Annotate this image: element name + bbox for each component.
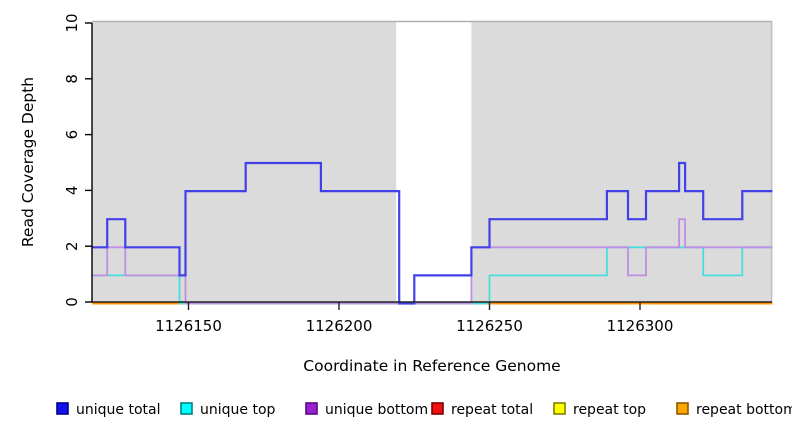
x-tick-label: 1126200	[306, 317, 373, 335]
legend: unique total unique top unique bottom re…	[56, 402, 792, 418]
unique-top-swatch-icon	[180, 402, 193, 415]
background-region	[92, 22, 397, 302]
series-layer	[92, 161, 773, 305]
legend-item-repeat-bottom: repeat bottom	[676, 402, 792, 418]
repeat-top-swatch-icon	[553, 402, 566, 415]
y-axis-ticks: 0 2 4 6 8 10	[63, 13, 92, 307]
legend-label: repeat total	[451, 402, 533, 418]
y-tick-label: 8	[63, 74, 81, 84]
unique-bottom-swatch-icon	[305, 402, 318, 415]
legend-label: unique total	[76, 402, 160, 418]
y-tick-label: 2	[63, 241, 81, 251]
series-unique-total	[92, 161, 773, 305]
x-tick-label: 1126300	[607, 317, 674, 335]
y-axis-title: Read Coverage Depth	[19, 77, 37, 247]
legend-label: repeat bottom	[696, 402, 792, 418]
legend-label: unique top	[200, 402, 276, 418]
background-region	[471, 22, 773, 302]
y-tick-label: 10	[63, 13, 81, 32]
y-tick-label: 0	[63, 297, 81, 307]
legend-item-unique-top: unique top	[180, 402, 276, 418]
x-tick-label: 1126150	[155, 317, 222, 335]
background-regions	[92, 22, 773, 302]
legend-label: repeat top	[573, 402, 646, 418]
repeat-bottom-swatch-icon	[676, 402, 689, 415]
series-unique-bottom	[92, 218, 773, 305]
x-tick-label: 1126250	[456, 317, 523, 335]
legend-label: unique bottom	[325, 402, 428, 418]
series-unique-top	[92, 246, 773, 305]
legend-item-unique-bottom: unique bottom	[305, 402, 428, 418]
unique-total-swatch-icon	[56, 402, 69, 415]
legend-item-unique-total: unique total	[56, 402, 160, 418]
x-axis-ticks: 1126150 1126200 1126250 1126300	[155, 302, 673, 335]
repeat-total-swatch-icon	[431, 402, 444, 415]
y-tick-label: 6	[63, 130, 81, 140]
legend-item-repeat-total: repeat total	[431, 402, 533, 418]
y-tick-label: 4	[63, 186, 81, 196]
legend-item-repeat-top: repeat top	[553, 402, 646, 418]
x-axis-title: Coordinate in Reference Genome	[303, 357, 560, 375]
